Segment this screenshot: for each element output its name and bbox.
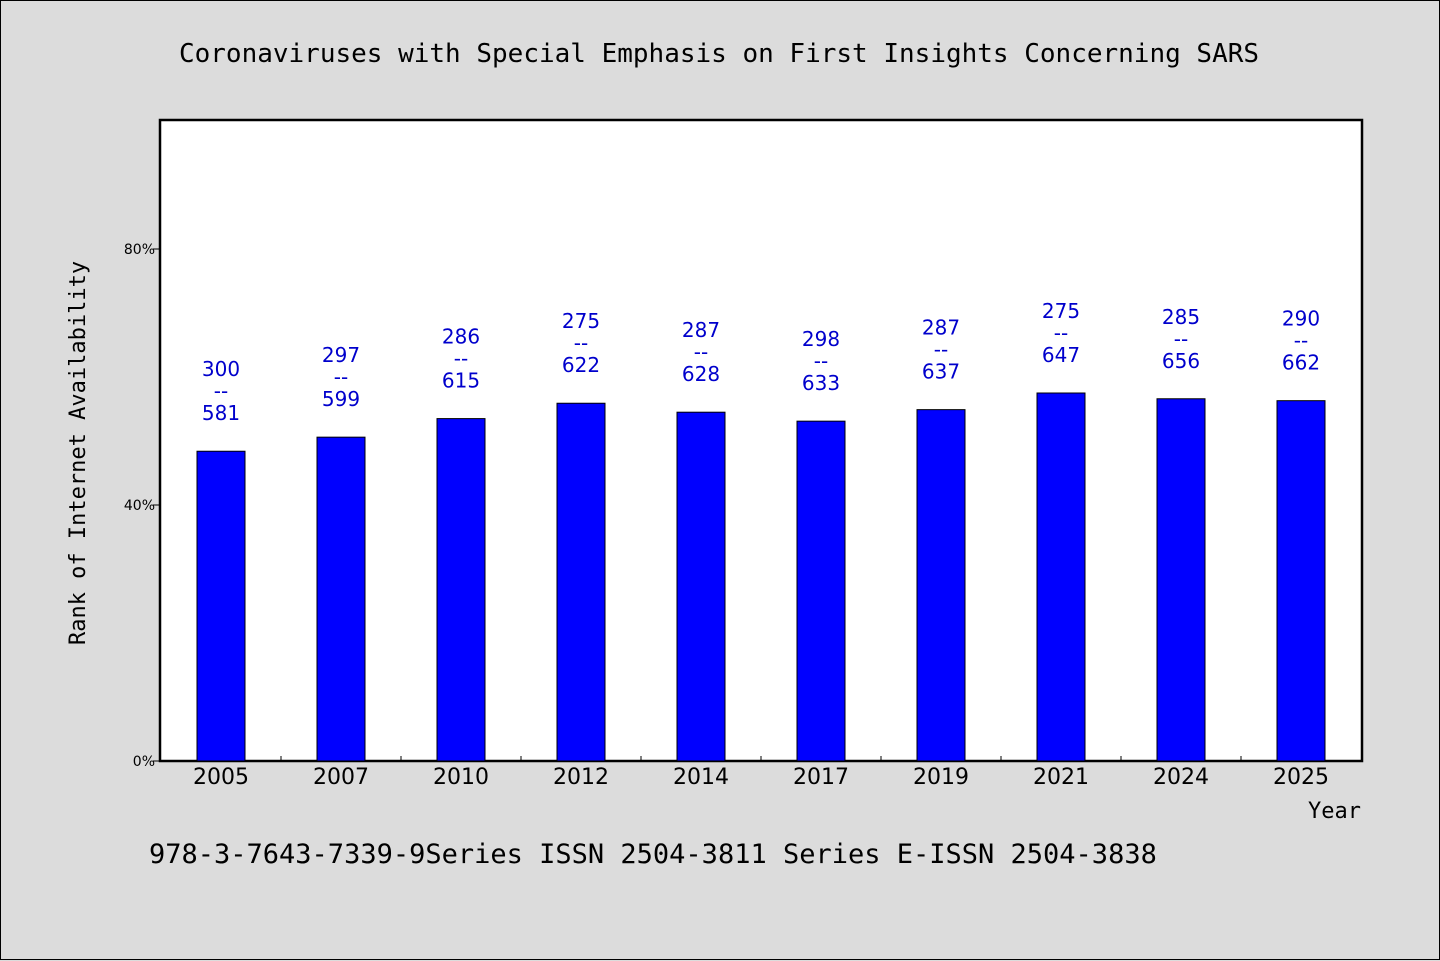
data-label-top: 297	[322, 343, 360, 367]
bar	[556, 402, 606, 762]
data-label-bottom: 637	[922, 360, 960, 384]
x-tick-label: 2012	[553, 765, 609, 790]
data-label-top: 300	[202, 357, 240, 381]
data-label-top: 285	[1162, 305, 1200, 329]
data-labels: 300--581297--599286--615275--622287--628…	[202, 299, 1320, 425]
data-label-separator: --	[934, 338, 948, 362]
bar	[916, 409, 966, 762]
footer-text: 978-3-7643-7339-9Series ISSN 2504-3811 S…	[149, 839, 1157, 870]
bar	[1156, 398, 1206, 762]
y-tick-label: 80%	[124, 242, 155, 258]
x-tick-label: 2024	[1153, 765, 1209, 790]
x-tick-label: 2007	[313, 765, 369, 790]
data-label-top: 286	[442, 325, 480, 349]
data-label-bottom: 628	[682, 362, 720, 386]
x-tick-label: 2017	[793, 765, 849, 790]
x-axis-label: Year	[1308, 799, 1361, 824]
data-label-separator: --	[694, 340, 708, 364]
bar	[1036, 392, 1086, 762]
data-label-top: 275	[562, 309, 600, 333]
data-label-top: 290	[1282, 307, 1320, 331]
y-tick-label: 0%	[133, 754, 155, 770]
x-tick-label: 2014	[673, 765, 729, 790]
data-label-bottom: 615	[442, 369, 480, 393]
data-label-separator: --	[454, 347, 468, 371]
data-label-separator: --	[1054, 321, 1068, 345]
data-label-top: 275	[1042, 299, 1080, 323]
bar	[196, 450, 246, 762]
y-axis-label: Rank of Internet Availability	[66, 261, 91, 645]
data-label-bottom: 581	[202, 401, 240, 425]
y-tick-label: 40%	[124, 498, 155, 514]
data-label-separator: --	[814, 349, 828, 373]
chart-title: Coronaviruses with Special Emphasis on F…	[179, 39, 1259, 69]
x-tick-label: 2010	[433, 765, 489, 790]
data-label-separator: --	[214, 379, 228, 403]
data-label-top: 287	[922, 316, 960, 340]
bar	[676, 411, 726, 762]
bar	[316, 436, 366, 762]
data-label-bottom: 656	[1162, 349, 1200, 373]
data-label-bottom: 599	[322, 387, 360, 411]
x-axis: 2005 2007 2010 2012 2014 2017 2019 2021 2024 2025	[193, 756, 1329, 790]
x-tick-label: 2005	[193, 765, 249, 790]
y-axis: 0% 40% 80%	[124, 242, 161, 770]
data-label-top: 287	[682, 318, 720, 342]
data-label-top: 298	[802, 327, 840, 351]
bar	[1276, 400, 1326, 762]
data-label-separator: --	[574, 331, 588, 355]
data-label-bottom: 647	[1042, 343, 1080, 367]
data-label-bottom: 633	[802, 371, 840, 395]
bar	[436, 418, 486, 762]
x-tick-label: 2025	[1273, 765, 1329, 790]
bar	[796, 420, 846, 762]
data-label-separator: --	[1294, 329, 1308, 353]
bars	[196, 392, 1326, 762]
data-label-separator: --	[334, 365, 348, 389]
data-label-separator: --	[1174, 327, 1188, 351]
x-tick-label: 2021	[1033, 765, 1089, 790]
data-label-bottom: 662	[1282, 351, 1320, 375]
data-label-bottom: 622	[562, 353, 600, 377]
x-tick-label: 2019	[913, 765, 969, 790]
